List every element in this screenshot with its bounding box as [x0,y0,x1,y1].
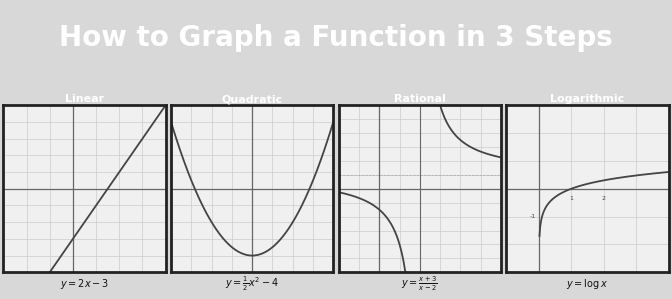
Text: $y = 2x - 3$: $y = 2x - 3$ [60,277,109,291]
Text: 1: 1 [569,196,573,201]
Text: $y = \frac{1}{2}x^2 - 4$: $y = \frac{1}{2}x^2 - 4$ [225,275,279,293]
Text: Quadratic: Quadratic [222,94,283,104]
Text: $y = \frac{x+3}{x-2}$: $y = \frac{x+3}{x-2}$ [401,275,438,293]
Text: -1: -1 [530,214,536,219]
Text: Rational: Rational [394,94,446,104]
Text: 2: 2 [601,196,605,201]
Text: $y = \log x$: $y = \log x$ [566,277,609,291]
Text: How to Graph a Function in 3 Steps: How to Graph a Function in 3 Steps [59,24,613,52]
Text: Logarithmic: Logarithmic [550,94,624,104]
Text: Linear: Linear [65,94,104,104]
